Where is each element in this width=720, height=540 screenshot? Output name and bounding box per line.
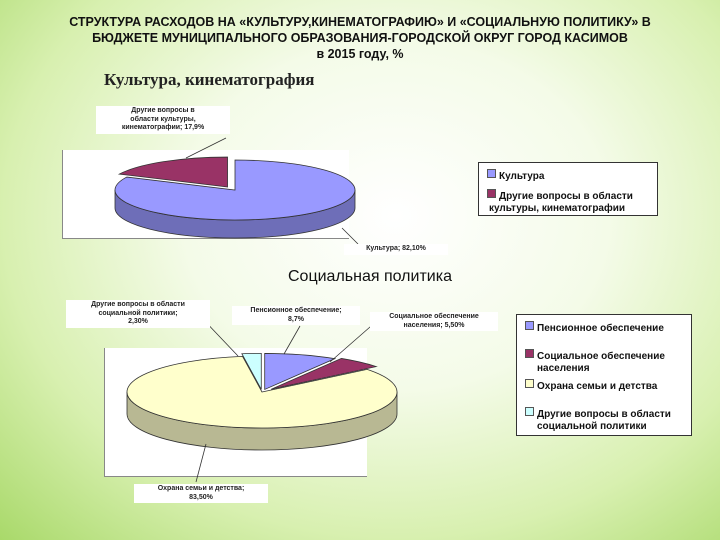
- page-title: СТРУКТУРА РАСХОДОВ НА «КУЛЬТУРУ,КИНЕМАТО…: [10, 14, 710, 62]
- chart2-slice-2: [126, 355, 398, 429]
- chart2-legend-label-1a: Социальное обеспечение: [537, 351, 665, 362]
- chart2-legend-item-3: Другие вопросы в области социальной поли…: [525, 407, 671, 433]
- chart1-legend-label-1a: Другие вопросы в области: [499, 191, 633, 202]
- data-label-leader-line: [185, 137, 227, 159]
- chart2-legend-label-0: Пенсионное обеспечение: [537, 323, 664, 334]
- chart2-legend-item-1: Социальное обеспечение населения: [525, 349, 665, 375]
- chart2-slice-1: [271, 358, 378, 390]
- data-label-leader-line: [195, 443, 207, 483]
- chart2-legend-label-3a: Другие вопросы в области: [537, 409, 671, 420]
- chart1-data-label-culture: Культура; 82,10%: [344, 244, 448, 255]
- chart2-title: Социальная политика: [288, 268, 452, 285]
- chart1-slice-0: [114, 159, 356, 221]
- chart2-data-label-family: Охрана семьи и детства; 83,50%: [134, 484, 268, 503]
- chart2-legend-item-2: Охрана семьи и детства: [525, 379, 657, 393]
- chart2-slice-3: [241, 352, 262, 390]
- title-line-2: БЮДЖЕТЕ МУНИЦИПАЛЬНОГО ОБРАЗОВАНИЯ-ГОРОД…: [92, 31, 628, 45]
- chart2-legend-label-2: Охрана семьи и детства: [537, 381, 658, 392]
- data-label-leader-line: [283, 325, 301, 355]
- chart2-data-label-other: Другие вопросы в области социальной поли…: [66, 300, 210, 328]
- chart1-legend-item-1: Другие вопросы в области культуры, кинем…: [487, 189, 633, 215]
- chart1-legend-label-0: Культура: [499, 171, 545, 182]
- chart2-legend-label-3b: социальной политики: [537, 421, 647, 432]
- chart2-legend-swatch-3: [525, 407, 534, 416]
- title-line-1: СТРУКТУРА РАСХОДОВ НА «КУЛЬТУРУ,КИНЕМАТО…: [69, 15, 651, 29]
- chart2-legend: Пенсионное обеспечение Социальное обеспе…: [516, 314, 692, 436]
- chart1-legend-item-0: Культура: [487, 169, 544, 183]
- chart1-slice-1: [117, 156, 228, 188]
- title-line-3: в 2015 году, %: [316, 47, 404, 61]
- chart2-legend-swatch-2: [525, 379, 534, 388]
- chart1-title: Культура, кинематография: [104, 70, 315, 89]
- chart2-legend-swatch-0: [525, 321, 534, 330]
- chart2-legend-item-0: Пенсионное обеспечение: [525, 321, 664, 335]
- chart2-legend-swatch-1: [525, 349, 534, 358]
- chart2-slice-0: [264, 353, 337, 391]
- data-label-leader-line: [341, 227, 359, 245]
- chart1-legend-label-1b: культуры, кинематографии: [489, 203, 626, 214]
- chart1-legend: Культура Другие вопросы в области культу…: [478, 162, 658, 216]
- chart2-legend-label-1b: населения: [537, 363, 590, 374]
- chart1-legend-swatch-0: [487, 169, 496, 178]
- chart1-data-label-other: Другие вопросы в области культуры, кинем…: [96, 106, 230, 134]
- chart2-data-label-pension: Пенсионное обеспечение; 8,7%: [232, 306, 360, 325]
- chart2-data-label-social: Социальное обеспечение населения; 5,50%: [370, 312, 498, 331]
- chart1-legend-swatch-1: [487, 189, 496, 198]
